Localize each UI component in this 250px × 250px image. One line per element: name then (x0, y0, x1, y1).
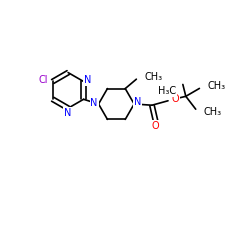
Text: Cl: Cl (38, 74, 48, 85)
Text: O: O (152, 121, 160, 131)
Text: N: N (84, 75, 91, 85)
Text: CH₃: CH₃ (207, 81, 226, 91)
Text: N: N (64, 108, 71, 118)
Text: N: N (134, 97, 141, 107)
Text: O: O (172, 94, 179, 104)
Text: CH₃: CH₃ (144, 72, 163, 82)
Text: CH₃: CH₃ (204, 107, 222, 117)
Text: H₃C: H₃C (158, 86, 176, 96)
Text: N: N (90, 98, 98, 108)
